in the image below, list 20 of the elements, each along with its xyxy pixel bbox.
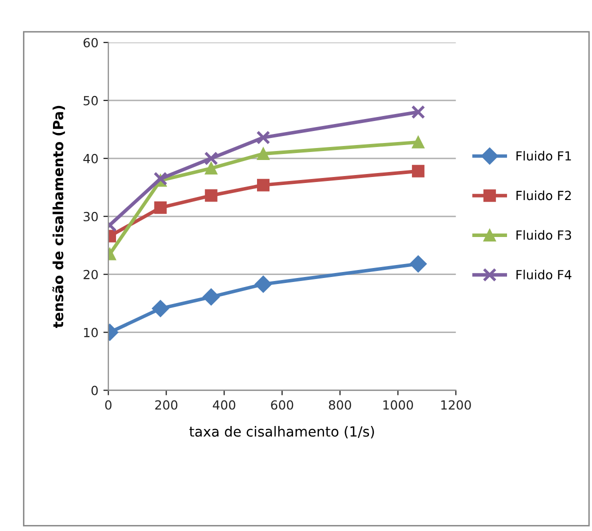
x-tick-label: 800 xyxy=(328,400,352,410)
x-tick-label: 1200 xyxy=(441,400,471,410)
y-tick-label: 30 xyxy=(84,212,98,222)
legend-label: Fluido F4 xyxy=(516,270,572,280)
x-tick-label: 600 xyxy=(271,400,294,410)
y-tick-label: 50 xyxy=(84,96,98,106)
legend-label: Fluido F1 xyxy=(516,150,571,161)
x-tick-label: 200 xyxy=(155,400,178,410)
x-axis-title: taxa de cisalhamento (1/s) xyxy=(189,426,374,438)
x-tick-label: 0 xyxy=(105,400,112,410)
y-axis-title: tensão de cisalhamento (Pa) xyxy=(52,106,65,328)
y-tick-label: 0 xyxy=(91,386,98,396)
y-tick-label: 10 xyxy=(84,328,98,338)
x-tick-label: 1000 xyxy=(383,400,413,410)
y-tick-label: 40 xyxy=(83,154,98,164)
y-tick-label: 60 xyxy=(84,38,98,48)
legend-label: Fluido F3 xyxy=(516,230,572,240)
legend-label: Fluido F2 xyxy=(516,190,571,200)
y-tick-label: 20 xyxy=(84,270,98,280)
x-tick-label: 400 xyxy=(212,400,236,410)
